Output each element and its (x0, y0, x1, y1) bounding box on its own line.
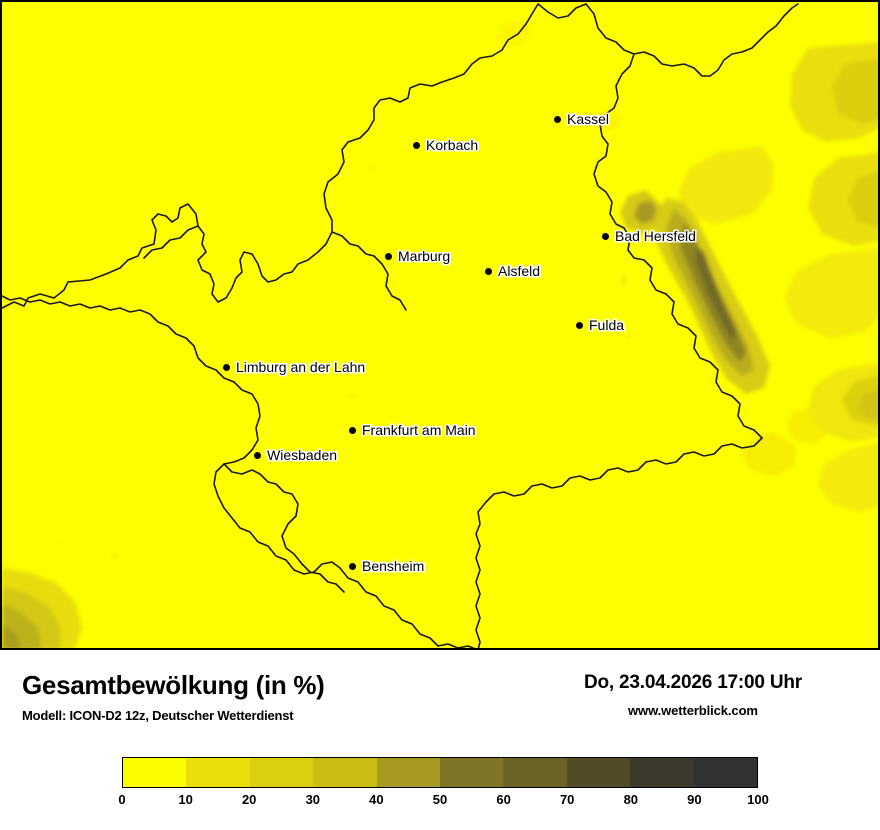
city-label: Kassel (567, 111, 610, 127)
city-label: Wiesbaden (267, 447, 338, 463)
colorbar: 0 10 20 30 40 50 60 70 80 90 100 (118, 757, 769, 807)
colorbar-tick-20: 20 (241, 792, 257, 807)
title-block: Gesamtbewölkung (in %) Modell: ICON-D2 1… (22, 671, 325, 723)
city-marker-marburg[interactable]: Marburg (385, 248, 450, 264)
colorbar-swatch-30-40 (313, 758, 377, 787)
city-dot (413, 141, 420, 149)
map-raster-layer (2, 2, 878, 648)
colorbar-swatch-0-10 (123, 758, 187, 787)
city-dot (223, 363, 230, 371)
city-label: Alsfeld (498, 263, 541, 279)
colorbar-tick-40: 40 (369, 792, 384, 807)
city-marker-frankfurt-am-main[interactable]: Frankfurt am Main (349, 422, 476, 438)
weather-map-panel[interactable]: Kassel Korbach Bad Hersfeld Marburg Alsf… (0, 0, 880, 650)
cloud-field-southeast (742, 362, 878, 512)
city-label: Bad Hersfeld (615, 228, 696, 244)
colorbar-swatch-40-50 (376, 758, 441, 787)
colorbar-swatch-20-30 (249, 758, 314, 787)
colorbar-swatch-10-20 (186, 758, 250, 787)
colorbar-tick-30: 30 (305, 792, 321, 807)
cloud-field-east (620, 42, 878, 394)
model-subtitle: Modell: ICON-D2 12z, Deutscher Wetterdie… (22, 707, 294, 723)
cloud-field-southwest (2, 568, 82, 648)
city-dot (554, 115, 561, 123)
city-dot (485, 267, 492, 275)
city-label: Marburg (398, 248, 451, 264)
city-label: Bensheim (362, 558, 425, 574)
colorbar-swatch-90-100 (693, 758, 758, 787)
city-marker-kassel[interactable]: Kassel (554, 111, 609, 127)
colorbar-swatch-60-70 (503, 758, 567, 787)
colorbar-tick-10: 10 (178, 792, 193, 807)
state-border-hessen (2, 3, 799, 648)
city-marker-bad-hersfeld[interactable]: Bad Hersfeld (602, 228, 696, 244)
city-marker-alsfeld[interactable]: Alsfeld (485, 263, 540, 279)
city-marker-wiesbaden[interactable]: Wiesbaden (254, 447, 337, 463)
colorbar-tick-90: 90 (687, 792, 702, 807)
colorbar-swatches (122, 757, 758, 788)
colorbar-tick-labels: 0 10 20 30 40 50 60 70 80 90 100 (118, 788, 768, 812)
colorbar-tick-60: 60 (496, 792, 511, 807)
valid-time-label: Do, 23.04.2026 17:00 Uhr (583, 672, 802, 693)
meta-block: Do, 23.04.2026 17:00 Uhr www.wetterblick… (584, 672, 802, 718)
colorbar-tick-70: 70 (559, 792, 575, 807)
city-dot (576, 321, 583, 329)
city-dot (349, 426, 356, 434)
city-marker-limburg-an-der-lahn[interactable]: Limburg an der Lahn (223, 359, 365, 375)
city-marker-bensheim[interactable]: Bensheim (349, 558, 424, 574)
colorbar-tick-0: 0 (118, 792, 126, 807)
city-dot (349, 562, 356, 570)
city-marker-fulda[interactable]: Fulda (576, 317, 624, 333)
cloud-specks (59, 165, 632, 559)
city-dot (602, 232, 609, 240)
city-label: Fulda (589, 317, 625, 333)
city-label: Frankfurt am Main (362, 422, 476, 438)
city-dot (254, 451, 261, 459)
colorbar-tick-100: 100 (747, 792, 769, 807)
city-label: Limburg an der Lahn (236, 359, 366, 375)
colorbar-swatch-50-60 (440, 758, 504, 787)
city-dot (385, 252, 392, 260)
colorbar-tick-50: 50 (432, 792, 448, 807)
colorbar-swatch-70-80 (566, 758, 631, 787)
footer-panel: Gesamtbewölkung (in %) Modell: ICON-D2 1… (0, 650, 880, 830)
city-marker-korbach[interactable]: Korbach (413, 137, 478, 153)
page-title: Gesamtbewölkung (in %) (22, 670, 325, 700)
colorbar-tick-80: 80 (623, 792, 639, 807)
site-url-label: www.wetterblick.com (628, 703, 758, 718)
colorbar-swatch-80-90 (630, 758, 694, 787)
city-label: Korbach (426, 137, 479, 153)
